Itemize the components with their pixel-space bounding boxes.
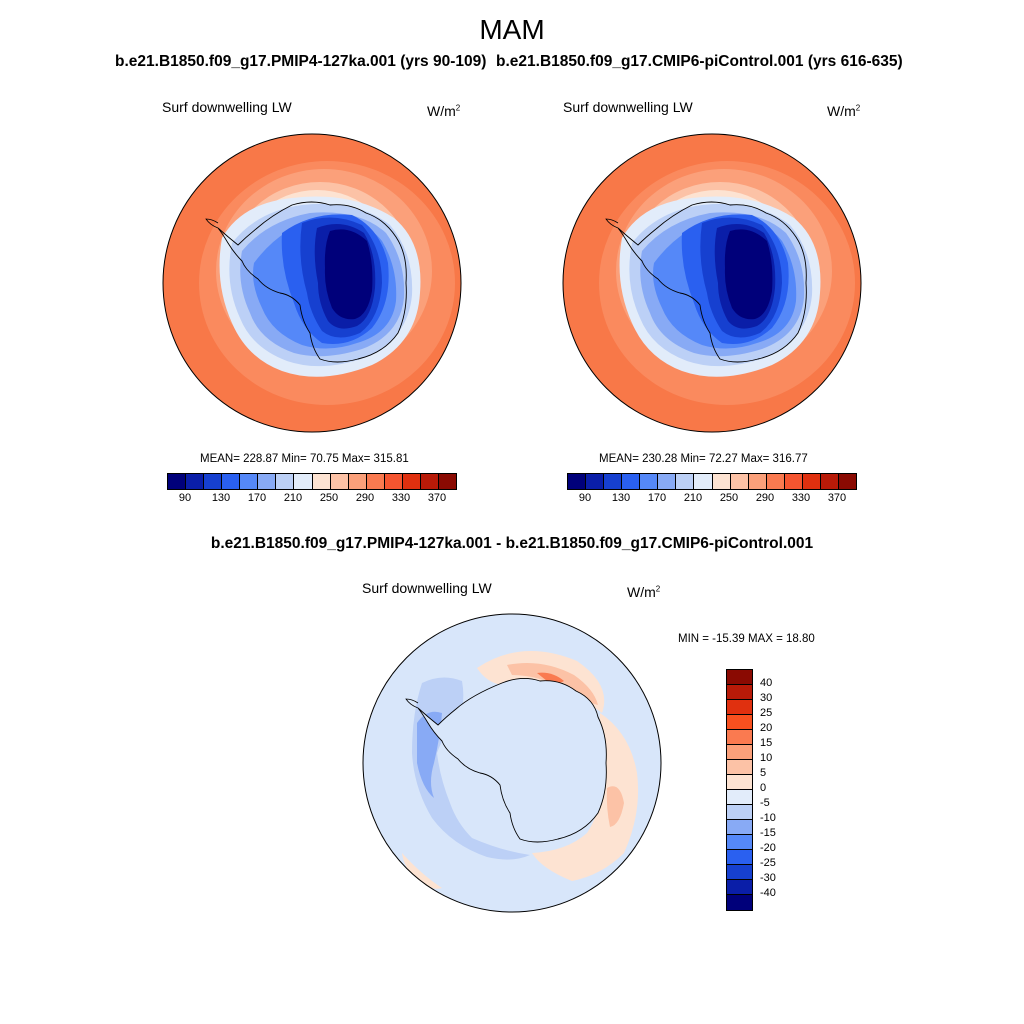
colorbar-swatch xyxy=(676,474,695,489)
left-units-label: W/m2 xyxy=(427,103,461,119)
diff-colorbar xyxy=(726,669,753,911)
right-colorbar xyxy=(567,473,857,490)
colorbar-swatch xyxy=(258,474,277,489)
colorbar-swatch xyxy=(730,474,749,489)
colorbar-tick-label: 210 xyxy=(283,492,303,504)
main-title: MAM xyxy=(479,14,545,45)
colorbar-swatch xyxy=(727,850,752,865)
colorbar-swatch xyxy=(727,865,752,880)
colorbar-swatch xyxy=(784,474,803,489)
colorbar-swatch xyxy=(294,474,313,489)
colorbar-swatch xyxy=(727,895,752,910)
colorbar-swatch xyxy=(802,474,821,489)
colorbar-swatch xyxy=(384,474,403,489)
colorbar-swatch xyxy=(727,685,752,700)
left-stats: MEAN= 228.87 Min= 70.75 Max= 315.81 xyxy=(200,453,409,465)
colorbar-swatch xyxy=(348,474,367,489)
colorbar-tick-label: 330 xyxy=(791,492,811,504)
colorbar-tick-label: 10 xyxy=(760,752,773,764)
colorbar-tick-label: -25 xyxy=(760,857,776,869)
left-variable-label: Surf downwelling LW xyxy=(162,99,292,115)
diff-panel-title: b.e21.B1850.f09_g17.PMIP4-127ka.001 - b.… xyxy=(210,535,814,552)
colorbar-tick-label: 20 xyxy=(760,722,773,734)
colorbar-swatch xyxy=(712,474,731,489)
colorbar-swatch xyxy=(838,474,856,489)
colorbar-tick-label: 290 xyxy=(755,492,775,504)
colorbar-swatch xyxy=(727,790,752,805)
colorbar-swatch xyxy=(402,474,421,489)
colorbar-tick-label: 90 xyxy=(578,492,592,504)
colorbar-swatch xyxy=(366,474,385,489)
colorbar-tick-label: -15 xyxy=(760,827,776,839)
right-units-label: W/m2 xyxy=(827,103,861,119)
colorbar-swatch xyxy=(727,760,752,775)
colorbar-swatch xyxy=(622,474,641,489)
colorbar-swatch xyxy=(727,670,752,685)
colorbar-tick-label: 170 xyxy=(247,492,267,504)
colorbar-tick-label: 250 xyxy=(319,492,339,504)
colorbar-tick-label: 370 xyxy=(427,492,447,504)
colorbar-tick-label: 250 xyxy=(719,492,739,504)
colorbar-swatch xyxy=(276,474,295,489)
colorbar-swatch xyxy=(727,835,752,850)
diff-variable-label: Surf downwelling LW xyxy=(362,580,492,596)
colorbar-swatch xyxy=(222,474,241,489)
colorbar-swatch xyxy=(727,805,752,820)
colorbar-tick-label: 25 xyxy=(760,707,773,719)
colorbar-tick-label: 330 xyxy=(391,492,411,504)
colorbar-swatch xyxy=(240,474,259,489)
colorbar-tick-label: -40 xyxy=(760,887,776,899)
colorbar-swatch xyxy=(586,474,605,489)
colorbar-swatch xyxy=(820,474,839,489)
colorbar-swatch xyxy=(204,474,223,489)
colorbar-swatch xyxy=(640,474,659,489)
colorbar-tick-label: 15 xyxy=(760,737,773,749)
colorbar-swatch xyxy=(658,474,677,489)
colorbar-swatch xyxy=(727,700,752,715)
colorbar-swatch xyxy=(727,775,752,790)
colorbar-swatch xyxy=(186,474,205,489)
colorbar-tick-label: 290 xyxy=(355,492,375,504)
colorbar-tick-label: 210 xyxy=(683,492,703,504)
colorbar-tick-label: -20 xyxy=(760,842,776,854)
colorbar-tick-label: -5 xyxy=(760,797,770,809)
right-panel-title: b.e21.B1850.f09_g17.CMIP6-piControl.001 … xyxy=(496,53,903,70)
diff-polar-map xyxy=(362,613,662,913)
colorbar-swatch xyxy=(748,474,767,489)
colorbar-tick-label: 90 xyxy=(178,492,192,504)
colorbar-swatch xyxy=(438,474,456,489)
diff-stats: MIN = -15.39 MAX = 18.80 xyxy=(678,633,815,645)
left-polar-map xyxy=(162,133,462,433)
colorbar-swatch xyxy=(420,474,439,489)
right-stats: MEAN= 230.28 Min= 72.27 Max= 316.77 xyxy=(599,453,808,465)
colorbar-swatch xyxy=(727,745,752,760)
colorbar-tick-label: 5 xyxy=(760,767,767,779)
colorbar-tick-label: -30 xyxy=(760,872,776,884)
left-panel-title: b.e21.B1850.f09_g17.PMIP4-127ka.001 (yrs… xyxy=(115,53,487,70)
colorbar-swatch xyxy=(168,474,187,489)
colorbar-swatch xyxy=(727,880,752,895)
colorbar-tick-label: -10 xyxy=(760,812,776,824)
right-polar-map xyxy=(562,133,862,433)
right-variable-label: Surf downwelling LW xyxy=(563,99,693,115)
colorbar-swatch xyxy=(727,820,752,835)
colorbar-tick-label: 130 xyxy=(211,492,231,504)
colorbar-swatch xyxy=(727,715,752,730)
left-colorbar xyxy=(167,473,457,490)
colorbar-swatch xyxy=(766,474,785,489)
colorbar-swatch xyxy=(568,474,587,489)
colorbar-tick-label: 0 xyxy=(760,782,767,794)
colorbar-tick-label: 130 xyxy=(611,492,631,504)
colorbar-tick-label: 40 xyxy=(760,677,773,689)
colorbar-tick-label: 30 xyxy=(760,692,773,704)
colorbar-swatch xyxy=(604,474,623,489)
colorbar-swatch xyxy=(312,474,331,489)
colorbar-tick-label: 170 xyxy=(647,492,667,504)
colorbar-swatch xyxy=(694,474,713,489)
colorbar-swatch xyxy=(330,474,349,489)
diff-units-label: W/m2 xyxy=(627,584,661,600)
colorbar-tick-label: 370 xyxy=(827,492,847,504)
colorbar-swatch xyxy=(727,730,752,745)
